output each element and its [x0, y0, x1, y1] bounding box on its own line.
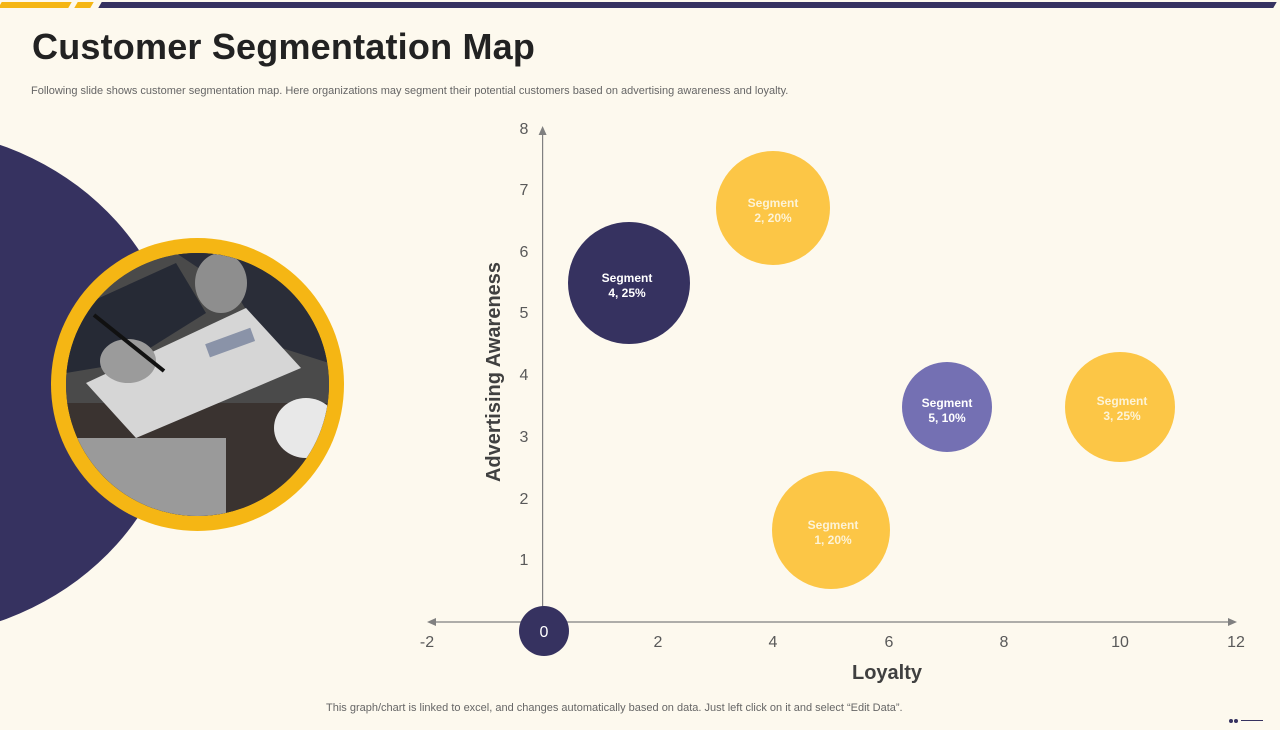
svg-text:6: 6	[520, 244, 529, 261]
bubble-segment-4[interactable]: Segment 4, 25%	[568, 222, 690, 344]
pager-dot-icon	[1234, 718, 1238, 723]
svg-text:5: 5	[520, 305, 529, 322]
bubble-segment-2[interactable]: Segment 2, 20%	[716, 151, 830, 265]
svg-text:7: 7	[520, 182, 529, 199]
svg-text:5, 10%: 5, 10%	[928, 411, 966, 425]
svg-text:3: 3	[520, 429, 529, 446]
slide-pager-indicator	[1229, 712, 1263, 730]
svg-text:2: 2	[520, 491, 529, 508]
bubble-segment-3[interactable]: Segment 3, 25%	[1065, 352, 1175, 462]
svg-text:2, 20%: 2, 20%	[754, 211, 792, 225]
svg-text:Segment: Segment	[1097, 394, 1148, 408]
svg-text:10: 10	[1111, 634, 1129, 651]
svg-text:6: 6	[885, 634, 894, 651]
y-tick-labels: 1 2 3 4 5 6 7 8	[520, 121, 529, 569]
pager-line-icon	[1241, 720, 1263, 722]
y-axis-title: Advertising Awareness	[483, 262, 505, 482]
svg-text:12: 12	[1227, 634, 1245, 651]
svg-text:8: 8	[1000, 634, 1009, 651]
svg-text:1, 20%: 1, 20%	[814, 533, 852, 547]
svg-text:1: 1	[520, 552, 529, 569]
page-subtitle: Following slide shows customer segmentat…	[31, 85, 789, 97]
svg-text:8: 8	[520, 121, 529, 138]
svg-text:4, 25%: 4, 25%	[608, 286, 646, 300]
svg-text:Segment: Segment	[748, 196, 799, 210]
svg-text:4: 4	[769, 634, 778, 651]
svg-text:3, 25%: 3, 25%	[1103, 409, 1141, 423]
pager-dot-icon	[1229, 718, 1233, 723]
y-axis-up-arrow-icon	[538, 126, 547, 135]
bubble-segment-5[interactable]: Segment 5, 10%	[902, 362, 992, 452]
origin-label: 0	[540, 624, 549, 641]
svg-text:Segment: Segment	[602, 271, 653, 285]
svg-text:Segment: Segment	[922, 396, 973, 410]
origin-marker	[519, 606, 569, 656]
footnote: This graph/chart is linked to excel, and…	[326, 702, 903, 714]
x-tick-labels: -2 2 4 6 8 10 12	[420, 634, 1245, 651]
svg-text:Segment: Segment	[808, 518, 859, 532]
bubble-segment-1[interactable]: Segment 1, 20%	[772, 471, 890, 589]
svg-text:2: 2	[654, 634, 663, 651]
x-axis-title: Loyalty	[852, 662, 923, 684]
x-axis-left-arrow-icon	[427, 618, 436, 626]
x-axis-right-arrow-icon	[1228, 618, 1237, 626]
page-title: Customer Segmentation Map	[32, 26, 536, 67]
svg-text:-2: -2	[420, 634, 434, 651]
svg-text:4: 4	[520, 367, 529, 384]
